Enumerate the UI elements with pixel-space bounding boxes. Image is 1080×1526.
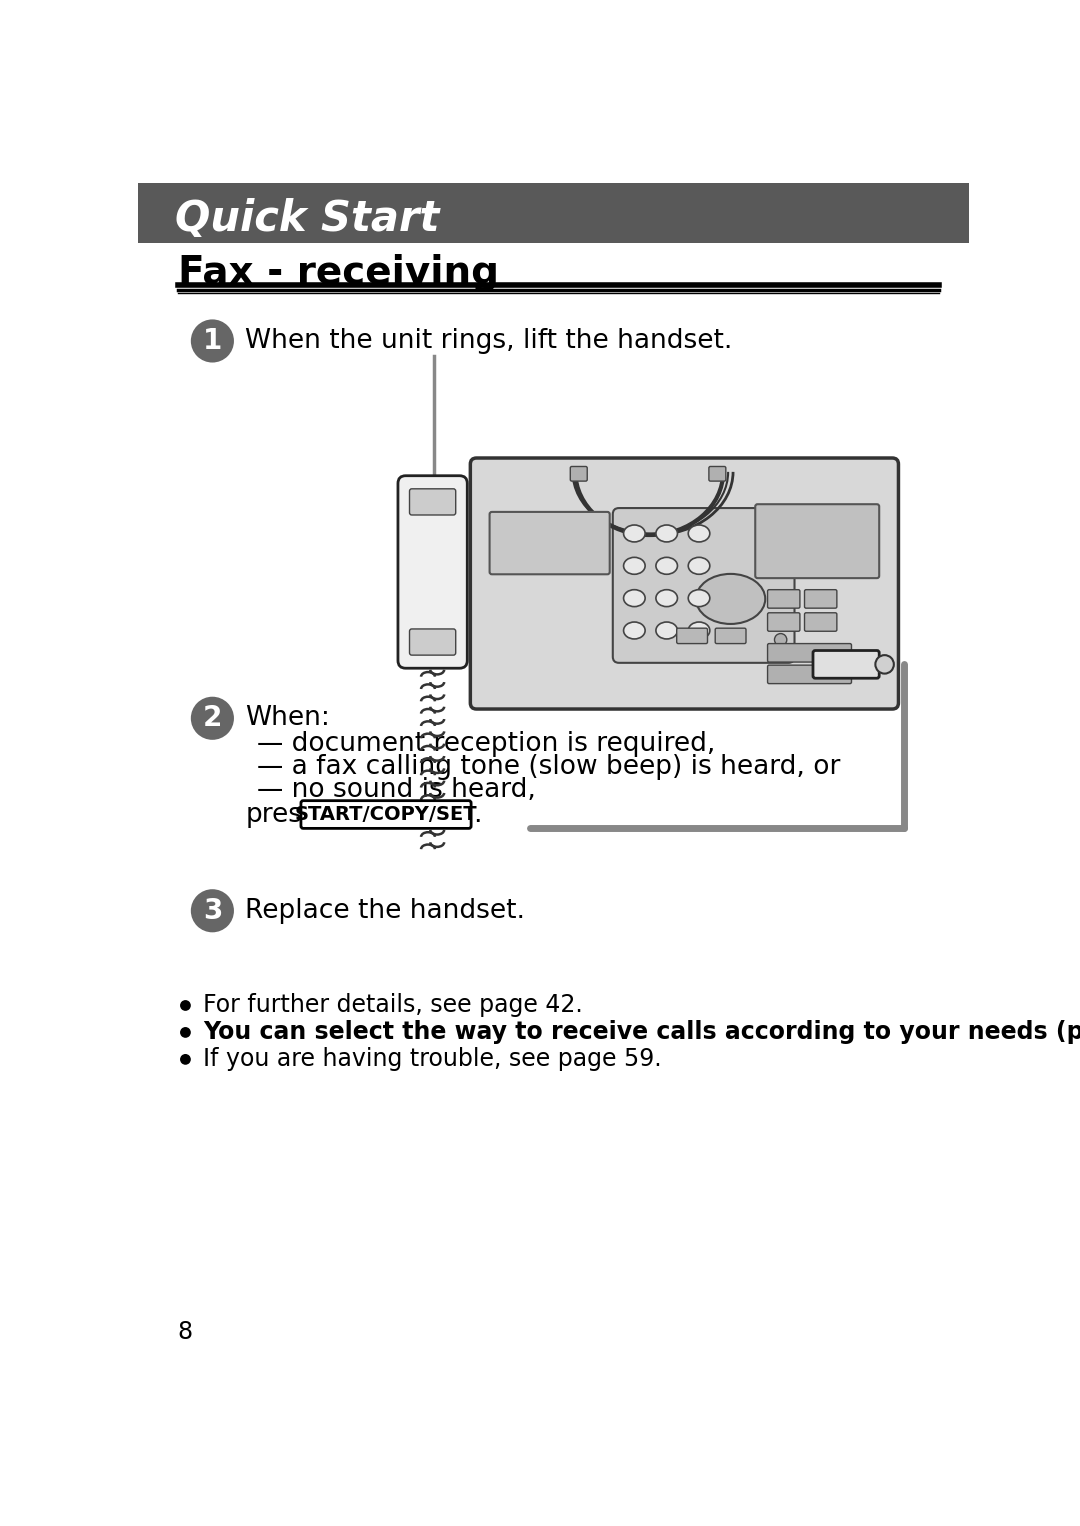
FancyBboxPatch shape [768,589,800,609]
Ellipse shape [656,557,677,574]
FancyBboxPatch shape [715,629,746,644]
FancyBboxPatch shape [813,650,879,678]
Circle shape [180,1000,191,1010]
Text: For further details, see page 42.: For further details, see page 42. [203,993,583,1018]
Text: Replace the handset.: Replace the handset. [245,897,526,923]
Text: When the unit rings, lift the handset.: When the unit rings, lift the handset. [245,328,733,354]
Text: 8: 8 [178,1320,193,1344]
Ellipse shape [656,525,677,542]
FancyBboxPatch shape [805,589,837,609]
Circle shape [191,890,234,932]
Text: — a fax calling tone (slow beep) is heard, or: — a fax calling tone (slow beep) is hear… [257,754,840,780]
Text: 2: 2 [203,705,222,732]
Text: .: . [473,801,482,827]
Ellipse shape [656,623,677,639]
Circle shape [191,697,234,740]
Ellipse shape [623,623,645,639]
Text: Quick Start: Quick Start [175,197,440,240]
Text: press: press [245,801,316,827]
FancyBboxPatch shape [409,488,456,514]
Ellipse shape [688,623,710,639]
Circle shape [191,319,234,363]
Ellipse shape [656,589,677,607]
FancyBboxPatch shape [677,629,707,644]
Ellipse shape [688,525,710,542]
Text: START/COPY/SET: START/COPY/SET [295,806,477,824]
Ellipse shape [623,589,645,607]
FancyBboxPatch shape [768,665,851,684]
FancyBboxPatch shape [805,613,837,632]
Text: 3: 3 [203,897,222,925]
Bar [138,183,970,243]
FancyBboxPatch shape [612,508,795,662]
FancyBboxPatch shape [409,629,456,655]
FancyBboxPatch shape [768,613,800,632]
FancyBboxPatch shape [708,467,726,481]
Ellipse shape [688,557,710,574]
FancyBboxPatch shape [570,467,588,481]
Text: — document reception is required,: — document reception is required, [257,731,715,757]
FancyBboxPatch shape [755,504,879,578]
FancyBboxPatch shape [768,644,851,662]
FancyBboxPatch shape [301,801,471,829]
Ellipse shape [623,525,645,542]
Circle shape [180,1027,191,1038]
Text: 1: 1 [203,327,222,356]
Circle shape [876,655,894,673]
FancyBboxPatch shape [397,476,468,668]
Text: — no sound is heard,: — no sound is heard, [257,777,536,803]
Ellipse shape [688,589,710,607]
Text: If you are having trouble, see page 59.: If you are having trouble, see page 59. [203,1047,662,1071]
FancyBboxPatch shape [471,458,899,710]
Text: When:: When: [245,705,330,731]
Text: Fax - receiving: Fax - receiving [178,255,499,291]
Ellipse shape [623,557,645,574]
Circle shape [180,1054,191,1065]
FancyBboxPatch shape [489,511,610,574]
Text: You can select the way to receive calls according to your needs (p. 40, 41).: You can select the way to receive calls … [203,1021,1080,1044]
Circle shape [774,633,787,645]
Ellipse shape [696,574,766,624]
